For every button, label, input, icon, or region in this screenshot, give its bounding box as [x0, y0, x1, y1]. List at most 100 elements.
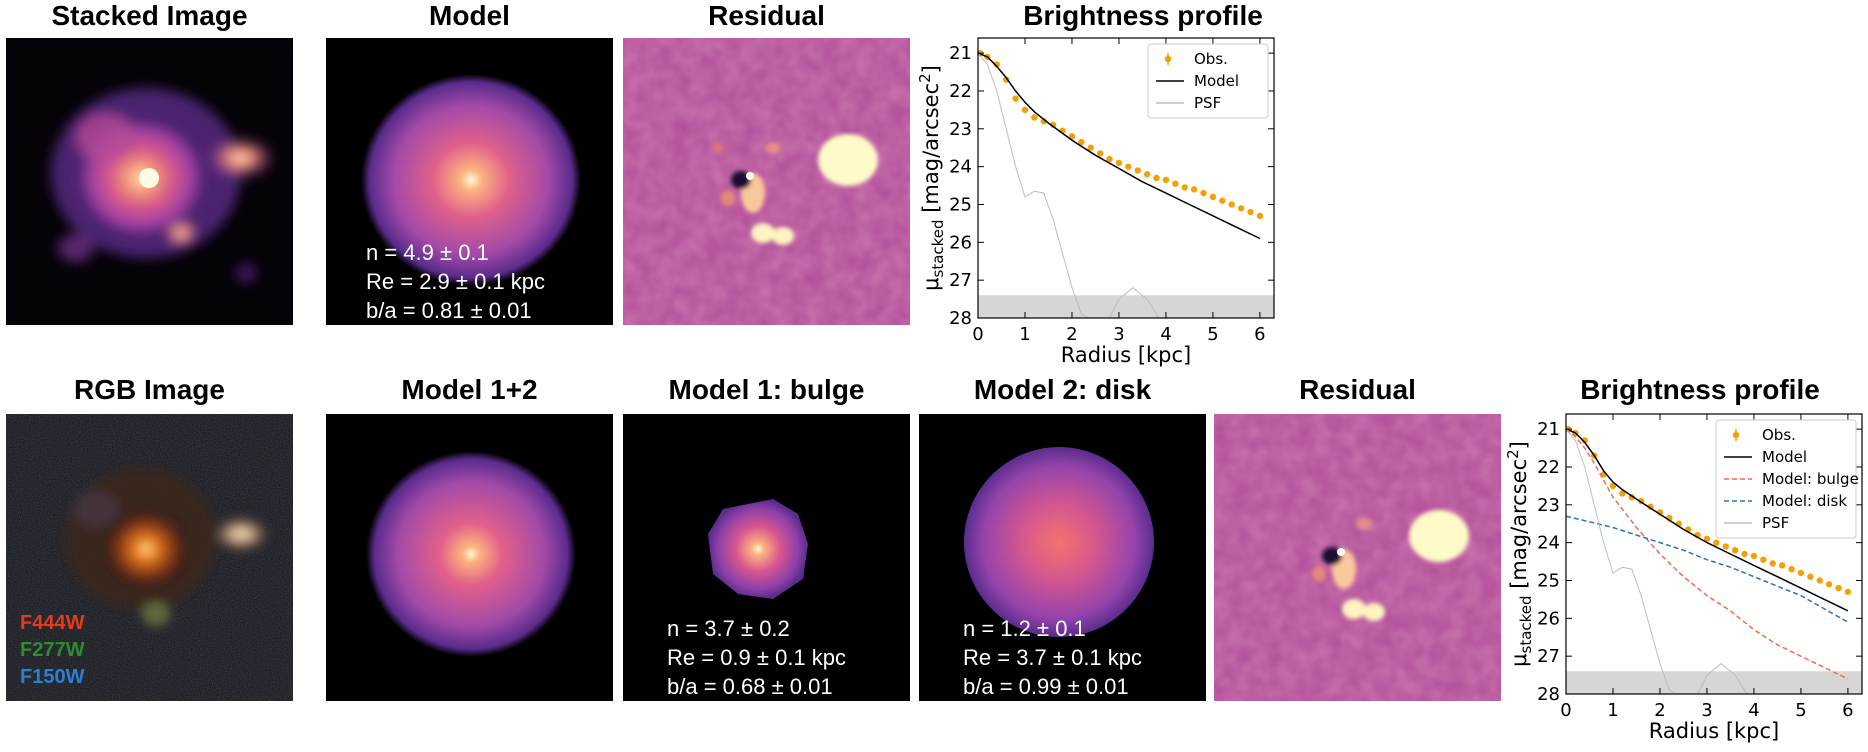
x-tick-label: 6	[1254, 324, 1265, 345]
obs-point	[1647, 503, 1654, 510]
obs-point	[1031, 114, 1038, 121]
series-model-disk-line	[1566, 515, 1849, 623]
obs-point	[1713, 539, 1720, 546]
bulge-image: n = 3.7 ± 0.2 Re = 0.9 ± 0.1 kpc b/a = 0…	[623, 414, 910, 701]
legend-obs--label: Obs.	[1194, 50, 1228, 68]
obs-point	[1049, 121, 1057, 129]
obs-point	[1769, 560, 1776, 567]
obs-point	[1741, 550, 1748, 558]
x-tick-label: 0	[972, 324, 983, 345]
obs-point	[1134, 167, 1141, 174]
legend-model-disk-label: Model: disk	[1762, 492, 1847, 510]
stacked-image-title: Stacked Image	[51, 0, 248, 31]
obs-point	[1096, 150, 1104, 157]
y-tick-label: 21	[1537, 419, 1560, 440]
profile2-title: Brightness profile	[1580, 374, 1820, 405]
legend-obs--marker	[1164, 55, 1172, 63]
obs-point	[1731, 547, 1739, 554]
obs-point	[1581, 437, 1588, 444]
disk-sersic-index-label: n = 1.2 ± 0.1	[963, 616, 1086, 641]
series-psf-line	[978, 52, 1160, 318]
series-model-line	[1566, 428, 1849, 612]
y-tick-label: 23	[1537, 495, 1560, 516]
obs-point	[993, 61, 1000, 68]
legend-obs--label: Obs.	[1762, 426, 1796, 444]
y-tick-label: 22	[1537, 457, 1560, 478]
model-effective-radius-label: Re = 2.9 ± 0.1 kpc	[366, 269, 546, 294]
obs-point	[1106, 155, 1113, 163]
obs-point	[1162, 176, 1170, 184]
obs-point	[1844, 588, 1852, 596]
rgb-image: F444W F277W F150W	[6, 414, 293, 701]
obs-point	[1703, 535, 1711, 543]
obs-point	[1219, 197, 1226, 204]
obs-point	[1068, 133, 1076, 140]
obs-point	[1797, 569, 1805, 577]
profile-title: Brightness profile	[1023, 0, 1263, 31]
obs-point	[1256, 212, 1264, 220]
brightness-profile-chart: 0 1 2 3 4 5 6 21 22 23 24 25 26 27 28 Radius [kpc] μstac…	[916, 37, 1278, 368]
model12-title: Model 1+2	[401, 374, 538, 405]
disk-image: n = 1.2 ± 0.1 Re = 3.7 ± 0.1 kpc b/a = 0…	[919, 414, 1206, 701]
x-tick-label: 0	[1560, 700, 1571, 721]
y-tick-label: 25	[1537, 570, 1560, 591]
y-tick-label: 25	[949, 194, 972, 215]
y-tick-label: 28	[949, 308, 972, 329]
obs-point	[1619, 490, 1626, 497]
bulge-effective-radius-label: Re = 0.9 ± 0.1 kpc	[667, 645, 847, 670]
model-sersic-index-label: n = 4.9 ± 0.1	[366, 240, 489, 265]
y-axis-label: μstacked [mag/arcsec2]	[916, 65, 947, 291]
x-tick-label: 6	[1842, 700, 1853, 721]
y-tick-label: 24	[949, 157, 972, 178]
obs-point	[1750, 552, 1758, 560]
y-tick-label: 27	[1537, 646, 1560, 667]
legend-model-label: Model	[1762, 448, 1807, 466]
residual-image	[623, 38, 910, 325]
legend-obs--marker	[1732, 431, 1740, 439]
bulge-title: Model 1: bulge	[668, 374, 865, 405]
x-tick-label: 3	[1701, 700, 1712, 721]
obs-point	[1021, 106, 1029, 114]
plot-frame	[1565, 413, 1863, 695]
obs-point	[1247, 208, 1254, 216]
bulge-axis-ratio-label: b/a = 0.68 ± 0.01	[667, 674, 833, 699]
legend-model-bulge-label: Model: bulge	[1762, 470, 1859, 488]
obs-point	[1835, 584, 1842, 592]
y-tick-label: 23	[949, 119, 972, 140]
y-axis-label: μstacked [mag/arcsec2]	[1504, 441, 1535, 667]
y-tick-label: 27	[949, 270, 972, 291]
obs-point	[1143, 171, 1151, 178]
y-tick-label: 24	[1537, 533, 1560, 554]
x-tick-label: 4	[1160, 324, 1171, 345]
obs-point	[1012, 95, 1019, 102]
disk-axis-ratio-label: b/a = 0.99 ± 0.01	[963, 674, 1129, 699]
legend-box	[1715, 419, 1857, 539]
disk-effective-radius-label: Re = 3.7 ± 0.1 kpc	[963, 645, 1143, 670]
obs-point	[1816, 577, 1823, 584]
y-tick-label: 26	[949, 232, 972, 253]
model-image: n = 4.9 ± 0.1 Re = 2.9 ± 0.1 kpc b/a = 0…	[326, 38, 613, 325]
model-axis-ratio-label: b/a = 0.81 ± 0.01	[366, 298, 532, 323]
obs-point	[1778, 562, 1786, 569]
obs-point	[1190, 186, 1198, 193]
residual-title: Residual	[708, 0, 825, 31]
obs-point	[1209, 193, 1217, 201]
obs-point	[1125, 163, 1132, 170]
residual2-image	[1214, 414, 1501, 701]
bulge-sersic-index-label: n = 3.7 ± 0.2	[667, 616, 790, 641]
obs-point	[1181, 184, 1188, 191]
series-model-line	[978, 52, 1261, 240]
obs-point	[1153, 174, 1160, 182]
limit-band	[1566, 671, 1862, 694]
y-tick-label: 28	[1537, 684, 1560, 705]
x-axis-label: Radius [kpc]	[1649, 719, 1780, 743]
x-tick-label: 4	[1748, 700, 1759, 721]
filter-f150w-label: F150W	[20, 666, 85, 688]
series-model-bulge-line	[1566, 428, 1849, 680]
model12-image	[326, 414, 613, 701]
obs-point	[1228, 201, 1235, 208]
plot-frame	[977, 37, 1275, 319]
brightness-profile2-chart: 0 1 2 3 4 5 6 21 22 23 24 25 26 27 28 Radius [kpc] μstac…	[1504, 413, 1868, 747]
x-tick-label: 1	[1607, 700, 1618, 721]
